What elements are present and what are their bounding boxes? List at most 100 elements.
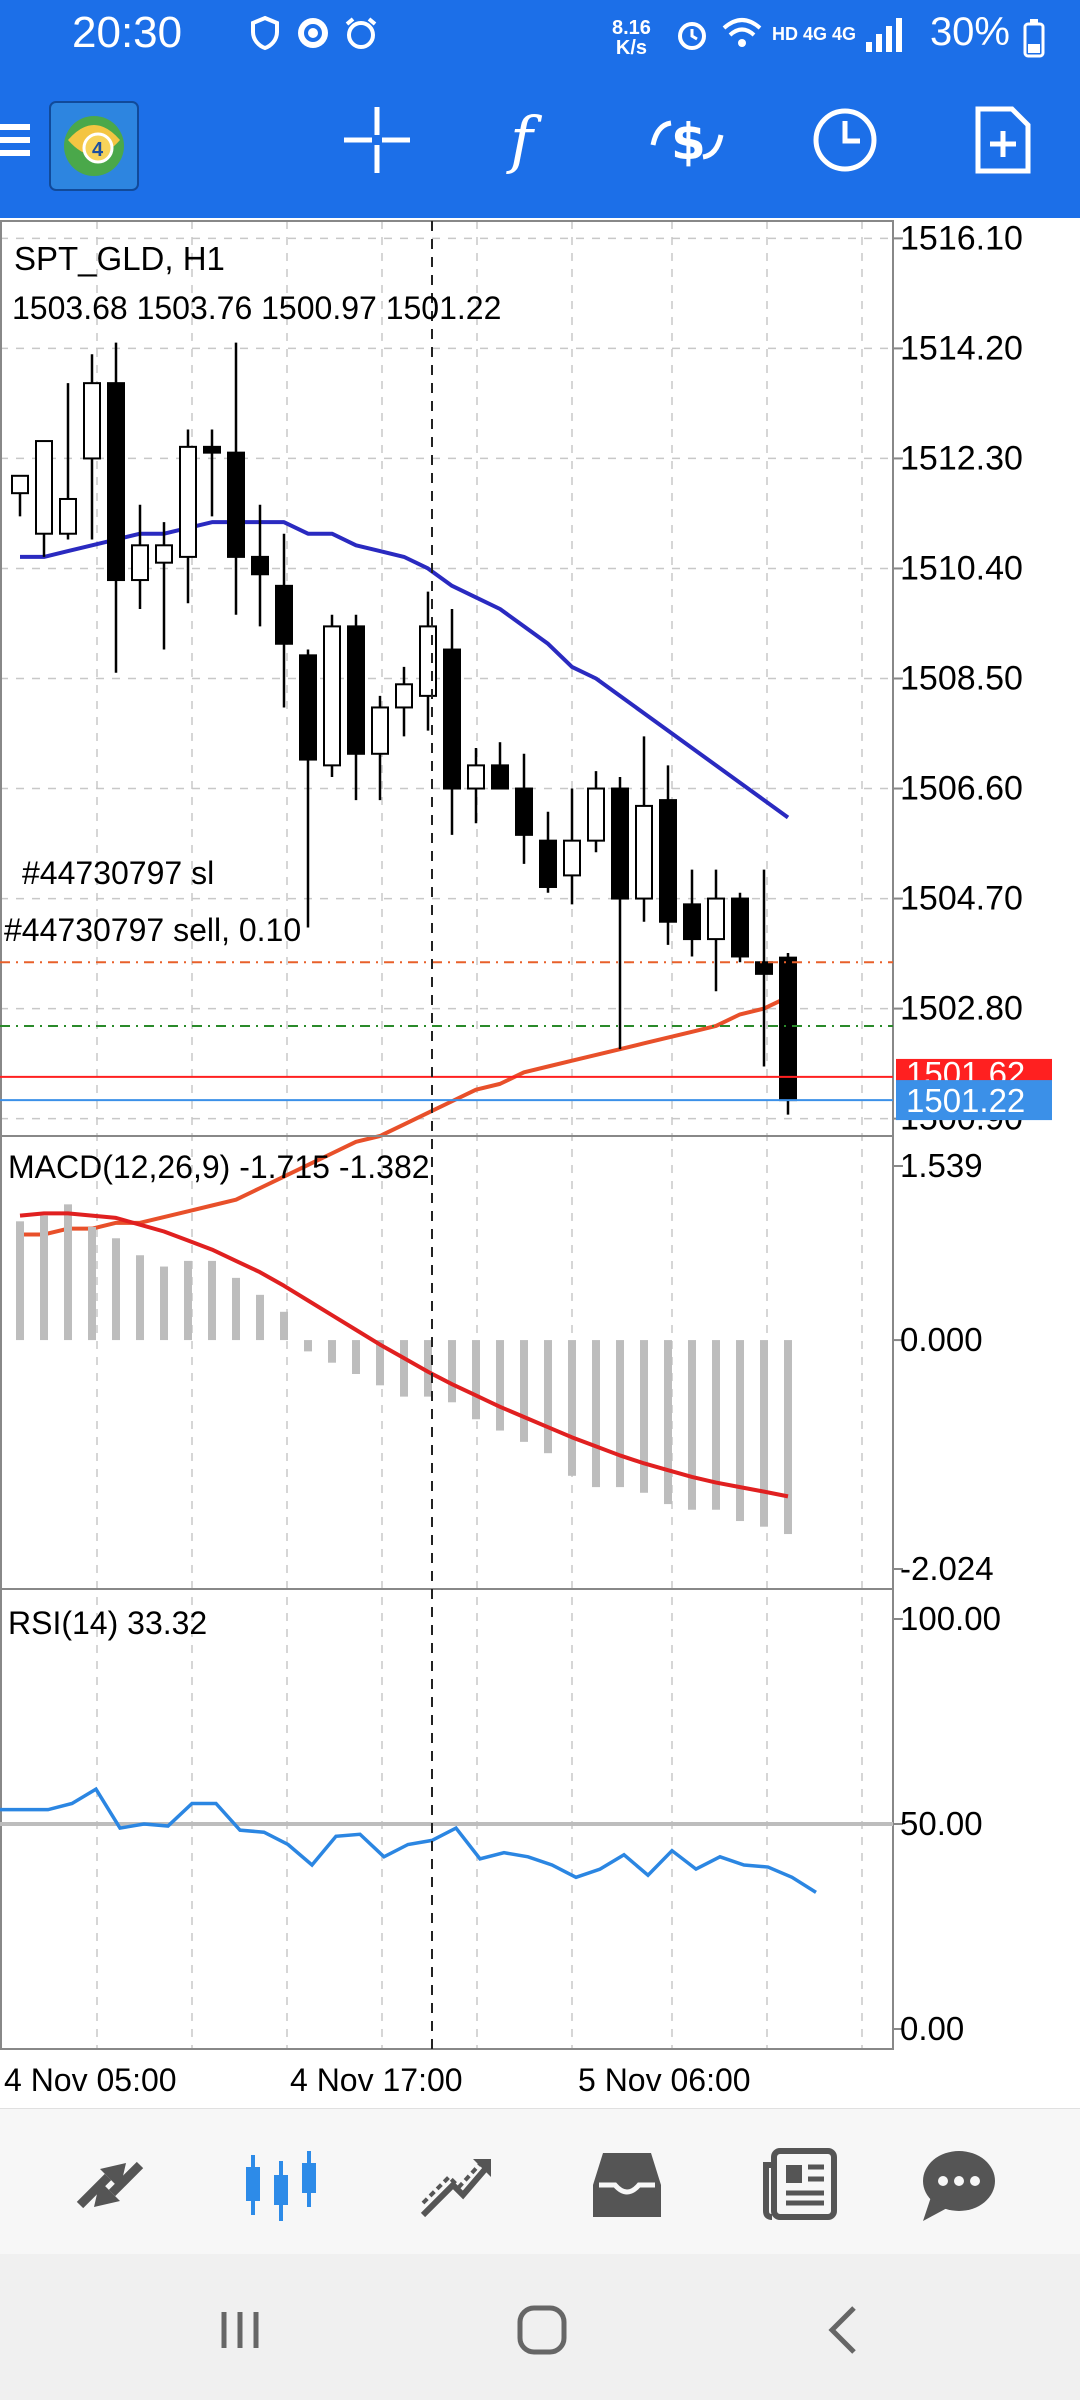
macd-histogram-bar — [424, 1340, 432, 1397]
macd-label: MACD(12,26,9) -1.715 -1.382 — [8, 1149, 430, 1185]
alarm-icon — [345, 17, 377, 49]
trade-icon[interactable] — [410, 2140, 500, 2230]
macd-histogram-bar — [448, 1340, 456, 1403]
news-icon[interactable] — [755, 2140, 845, 2230]
price-tick-label: 1512.30 — [900, 439, 1023, 477]
candle-body — [419, 625, 437, 697]
ma-slow-line — [20, 995, 789, 1237]
shield-icon — [251, 15, 279, 51]
candle-body — [515, 787, 533, 836]
net-rate-unit: K/s — [615, 37, 648, 59]
candle-body — [779, 956, 797, 1102]
chart-icon[interactable] — [237, 2140, 327, 2230]
svg-text:4: 4 — [92, 139, 104, 161]
macd-histogram-bar — [352, 1340, 360, 1375]
alarm-clock-icon — [678, 22, 706, 50]
timeframe-icon[interactable] — [805, 100, 885, 180]
status-left-icons — [246, 14, 380, 52]
new-order-icon[interactable] — [962, 100, 1042, 180]
candle-body — [371, 706, 389, 755]
macd-histogram-bar — [88, 1226, 96, 1341]
rsi-tick-label: 50.00 — [900, 1805, 983, 1842]
candle-body — [443, 648, 461, 790]
macd-histogram-bar — [640, 1340, 648, 1493]
candle-body — [11, 474, 29, 495]
chat-icon[interactable] — [912, 2140, 1002, 2230]
macd-histogram-bar — [280, 1311, 288, 1341]
macd-histogram-bar — [376, 1340, 384, 1386]
candle-body — [83, 382, 101, 460]
macd-histogram-bar — [568, 1340, 576, 1476]
status-bar: 20:30 8.16 K/s HD 4G 4G 30% — [0, 0, 1080, 76]
candle-body — [611, 787, 629, 900]
candle-body — [275, 584, 293, 645]
bottom-nav — [0, 2108, 1080, 2255]
order-lines — [0, 961, 893, 1102]
symbol-change-icon[interactable]: $ — [647, 100, 727, 180]
candle-body — [35, 440, 53, 535]
status-right-icons: HD 4G 4G — [672, 14, 904, 54]
chart-labels: SPT_GLD, H1 1503.68 1503.76 1500.97 1501… — [4, 240, 501, 1641]
rsi-tick-label: 100.00 — [900, 1600, 1001, 1637]
time-axis-label: 5 Nov 06:00 — [578, 2062, 751, 2098]
candle-body — [731, 897, 749, 958]
quotes-icon[interactable] — [65, 2140, 155, 2230]
macd-histogram-bar — [16, 1221, 24, 1341]
ma-fast-line — [20, 520, 790, 820]
rsi-label: RSI(14) 33.32 — [8, 1605, 207, 1641]
bid-price-label: 1501.22 — [906, 1082, 1025, 1119]
macd-signal-line — [19, 1211, 789, 1499]
macd-histogram-bar — [784, 1340, 792, 1535]
candle-body — [707, 897, 725, 941]
price-tick-label: 1516.10 — [900, 219, 1023, 257]
candle-body — [107, 382, 125, 582]
rsi-panel[interactable] — [0, 1588, 894, 2050]
crosshair-icon[interactable] — [337, 100, 417, 180]
history-icon[interactable] — [582, 2140, 672, 2230]
candle-body — [347, 625, 365, 755]
candle-body — [203, 445, 221, 454]
sell-label: #44730797 sell, 0.10 — [4, 912, 301, 948]
menu-icon[interactable] — [0, 100, 40, 180]
price-tick-label: 1510.40 — [900, 549, 1023, 587]
time-axis-label: 4 Nov 17:00 — [290, 2062, 463, 2098]
candle-body — [563, 839, 581, 877]
chart-area[interactable]: 1516.10 1514.20 1512.30 1510.40 1508.50 1506.… — [0, 218, 1080, 2108]
macd-histogram-bar — [208, 1260, 216, 1341]
candles — [11, 342, 797, 1115]
candle-body — [659, 799, 677, 923]
macd-tick-label: -2.024 — [900, 1550, 994, 1587]
app-logo-icon[interactable]: 4 — [48, 100, 140, 192]
macd-tick-label: 0.000 — [900, 1321, 983, 1358]
macd-histogram-bar — [40, 1215, 48, 1341]
macd-histogram-bar — [136, 1255, 144, 1341]
home-icon[interactable] — [502, 2290, 582, 2370]
back-icon[interactable] — [804, 2290, 884, 2370]
recent-apps-icon[interactable] — [200, 2290, 280, 2370]
candle-body — [227, 451, 245, 558]
macd-histogram-bar — [400, 1340, 408, 1397]
candle-body — [179, 445, 197, 558]
indicators-icon[interactable]: f — [492, 100, 572, 180]
macd-tick-label: 1.539 — [900, 1147, 983, 1184]
status-time: 20:30 — [72, 8, 183, 57]
net-rate: 8.16 K/s — [612, 18, 651, 58]
candle-body — [467, 764, 485, 790]
candle-body — [395, 683, 413, 709]
sync-icon — [298, 18, 328, 48]
moving-averages — [20, 520, 790, 1237]
macd-histogram-bar — [592, 1340, 600, 1488]
candle-body — [251, 555, 269, 576]
macd-histogram-bar — [184, 1260, 192, 1341]
macd-histogram-bar — [472, 1340, 480, 1420]
candle-body — [683, 903, 701, 941]
macd-panel[interactable] — [0, 1135, 894, 1590]
price-tick-label: 1508.50 — [900, 660, 1023, 698]
candle-body — [299, 654, 317, 761]
network-type: HD 4G 4G — [772, 24, 857, 44]
macd-histogram-bar — [736, 1340, 744, 1522]
symbol-label: SPT_GLD, H1 — [14, 240, 225, 277]
candle-body — [635, 804, 653, 900]
price-tick-label: 1502.80 — [900, 990, 1023, 1028]
svg-text:f: f — [506, 105, 543, 175]
